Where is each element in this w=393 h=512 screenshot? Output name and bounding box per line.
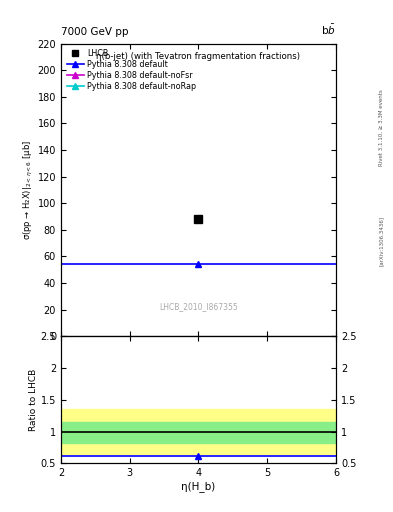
- Text: η(b-jet) (with Tevatron fragmentation fractions): η(b-jet) (with Tevatron fragmentation fr…: [96, 52, 301, 61]
- X-axis label: η(H_b): η(H_b): [181, 481, 216, 492]
- Bar: [61, 409, 336, 454]
- Legend: LHCB, Pythia 8.308 default, Pythia 8.308 default-noFsr, Pythia 8.308 default-noR: LHCB, Pythia 8.308 default, Pythia 8.308…: [65, 48, 198, 93]
- Text: LHCB_2010_I867355: LHCB_2010_I867355: [159, 303, 238, 311]
- Text: 7000 GeV pp: 7000 GeV pp: [61, 27, 129, 37]
- Bar: [61, 422, 336, 443]
- Text: Rivet 3.1.10, ≥ 3.3M events: Rivet 3.1.10, ≥ 3.3M events: [379, 90, 384, 166]
- Y-axis label: σ(pp → H₂X)|$_{2<η<6}$ [μb]: σ(pp → H₂X)|$_{2<η<6}$ [μb]: [22, 140, 35, 240]
- Y-axis label: Ratio to LHCB: Ratio to LHCB: [29, 369, 38, 431]
- Text: [arXiv:1306.3436]: [arXiv:1306.3436]: [379, 216, 384, 266]
- Text: b$\bar{b}$: b$\bar{b}$: [321, 23, 336, 37]
